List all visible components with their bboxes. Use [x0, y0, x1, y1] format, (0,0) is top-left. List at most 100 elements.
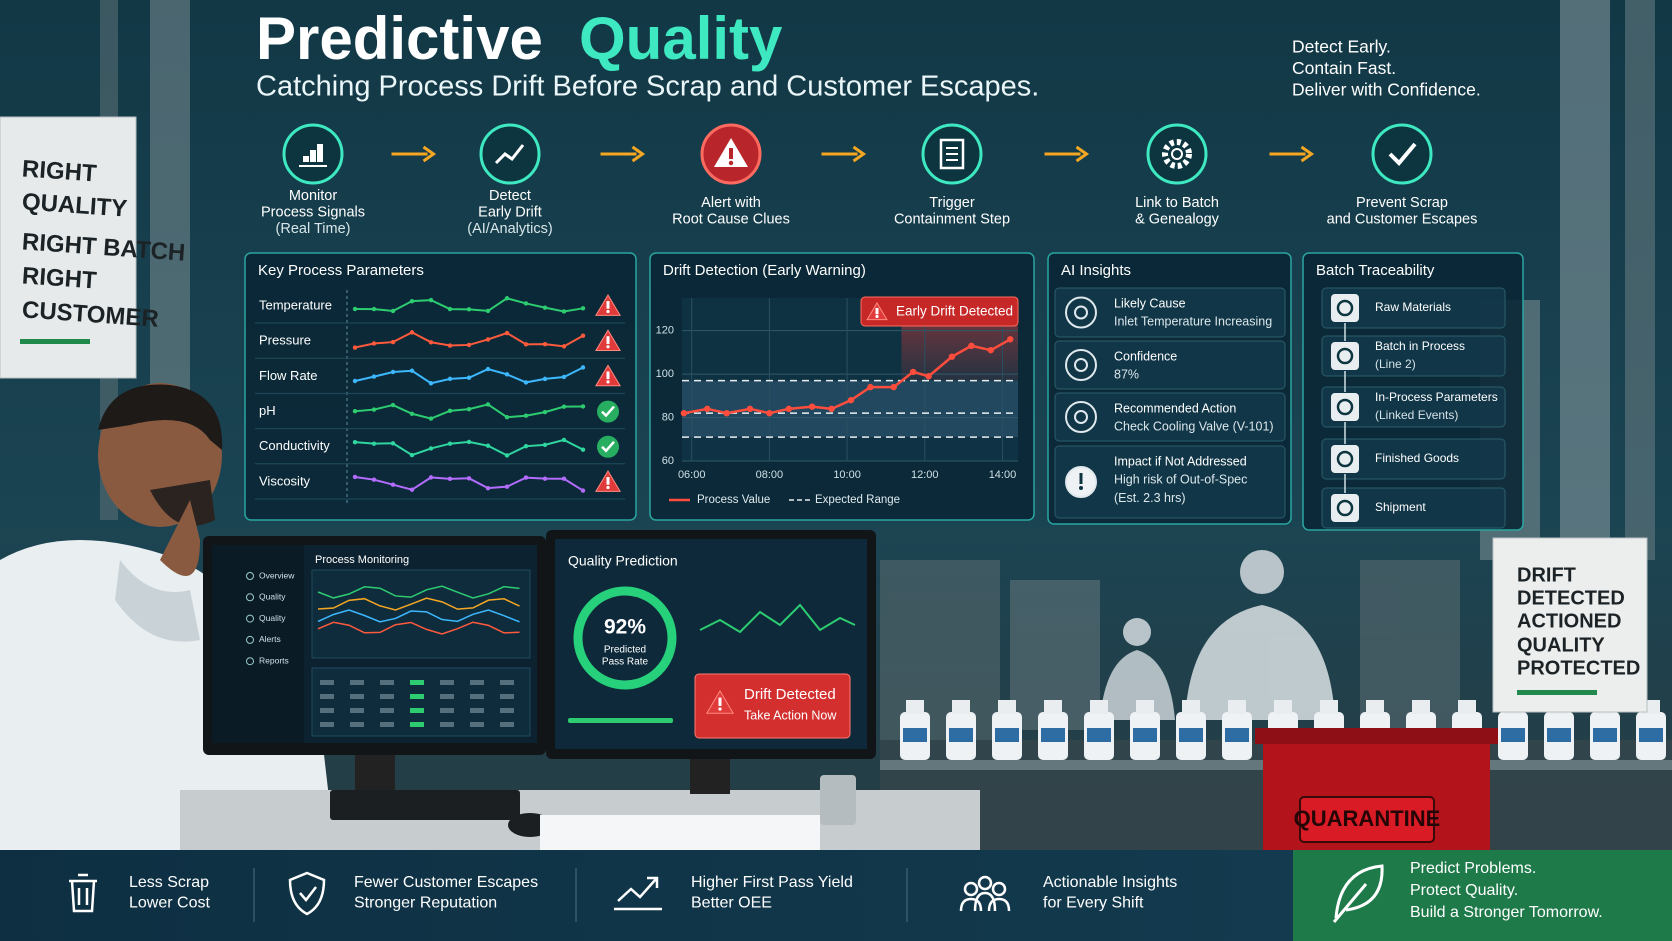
- mini-cell: [410, 694, 424, 699]
- step-label: Alert with: [701, 195, 761, 211]
- gauge-label: Predicted: [604, 645, 646, 656]
- bottle-cap: [1320, 700, 1338, 714]
- sparkline-dot: [523, 301, 529, 306]
- sparkline-dot: [504, 372, 510, 377]
- monitor-stand: [690, 759, 730, 794]
- glyph: [303, 156, 309, 162]
- insight-detail: Inlet Temperature Increasing: [1114, 314, 1272, 328]
- sparkline-dot: [428, 475, 434, 480]
- mini-cell: [380, 694, 394, 699]
- mini-line: [317, 621, 520, 635]
- keyboard: [330, 790, 520, 820]
- insight-label: Confidence: [1114, 349, 1177, 363]
- closing-text: Build a Stronger Tomorrow.: [1410, 904, 1603, 921]
- parameter-name: Pressure: [259, 333, 311, 348]
- footer-icon: [987, 897, 1011, 912]
- sparkline-dot: [485, 402, 491, 407]
- title: Predictive: [256, 5, 543, 72]
- x-tick-label: 06:00: [678, 469, 706, 481]
- sparkline-dot: [504, 296, 510, 301]
- step-arrow-head: [1300, 145, 1315, 163]
- sparkline-dot: [580, 306, 586, 311]
- point: [785, 405, 793, 413]
- alert-box: [694, 673, 851, 739]
- mini-cell: [320, 708, 334, 713]
- nav-dot: [246, 657, 254, 666]
- insight-label: Likely Cause: [1114, 296, 1186, 310]
- sparkline-dot: [542, 476, 548, 481]
- insight-icon: [1065, 349, 1097, 381]
- bottle-label: [1179, 728, 1203, 742]
- sign-text: PROTECTED: [1517, 657, 1640, 679]
- sign-text: RIGHT: [21, 262, 98, 294]
- insight-icon: [1065, 296, 1097, 329]
- benefit-text: Higher First Pass Yield: [691, 874, 853, 891]
- glyph: [939, 138, 965, 170]
- subtitle: Catching Process Drift Before Scrap and …: [256, 71, 1039, 103]
- quarantine-text: QUARANTINE: [1294, 806, 1441, 831]
- sparkline-dot: [542, 376, 548, 382]
- footer-icon: [973, 891, 997, 912]
- bottle-cap: [1366, 700, 1384, 714]
- panel-title: Batch Traceability: [1316, 262, 1435, 279]
- mini-cell: [350, 680, 364, 685]
- sparkline-dot: [352, 306, 358, 312]
- alert-icon: [606, 380, 610, 384]
- sparkline-dot: [371, 306, 377, 312]
- mini-cell: [410, 680, 424, 685]
- ok-icon: [601, 405, 615, 418]
- glyph: [1336, 499, 1354, 517]
- sparkline-dot: [352, 474, 358, 480]
- parameter-name: Temperature: [259, 297, 332, 312]
- mini-cell: [470, 680, 484, 685]
- bottle-cap: [1136, 700, 1154, 714]
- bottle-label: [1133, 728, 1157, 742]
- alert-title: Drift Detected: [744, 686, 836, 703]
- sparkline-dot: [371, 441, 377, 446]
- mini-line: [317, 585, 520, 599]
- bottle-label: [1041, 728, 1065, 742]
- monitor-stand: [355, 755, 395, 790]
- expected-band: [682, 380, 1018, 438]
- bottle-label: [1547, 728, 1571, 742]
- sparkline-dot: [352, 378, 358, 384]
- sparkline-dot: [466, 375, 472, 380]
- sign-text: DRIFT: [1517, 564, 1576, 586]
- leaf-icon: [1332, 864, 1384, 923]
- alert-icon: [606, 485, 610, 490]
- mini-chart: [311, 569, 531, 659]
- glyph: [1079, 486, 1083, 490]
- sparkline-dot: [409, 298, 415, 304]
- point: [766, 409, 773, 417]
- step-label: Detect: [489, 188, 531, 204]
- mini-cell: [500, 694, 514, 699]
- sparkline-dot: [542, 409, 548, 415]
- point: [968, 342, 975, 350]
- mini-cell: [500, 680, 514, 685]
- title-highlight: Quality: [579, 5, 783, 72]
- sign-text: DETECTED: [1517, 587, 1625, 609]
- sparkline-dot: [447, 343, 453, 348]
- step-label: Monitor: [289, 188, 338, 204]
- sparkline-dot: [485, 308, 491, 314]
- bottle-label: [1593, 728, 1617, 742]
- parameter-name: Viscosity: [259, 473, 311, 488]
- mini-cell: [470, 722, 484, 727]
- benefit-text: for Every Shift: [1043, 895, 1144, 912]
- trace-label: Shipment: [1375, 500, 1426, 514]
- sparkline-dot: [561, 476, 567, 481]
- sparkline-dot: [523, 342, 529, 347]
- sign-bar: [20, 339, 90, 344]
- step-label: Trigger: [929, 195, 975, 211]
- x-tick-label: 10:00: [833, 469, 861, 481]
- glyph: [1388, 142, 1417, 166]
- screen-title: Process Monitoring: [315, 554, 409, 566]
- benefit-text: Lower Cost: [129, 895, 210, 912]
- mini-cell: [440, 708, 454, 713]
- glyph: [494, 144, 525, 165]
- sign-bar: [1517, 690, 1597, 695]
- point: [1007, 336, 1014, 343]
- glyph: [1079, 473, 1083, 484]
- sparkline-dot: [409, 368, 415, 373]
- y-tick-label: 80: [662, 411, 674, 423]
